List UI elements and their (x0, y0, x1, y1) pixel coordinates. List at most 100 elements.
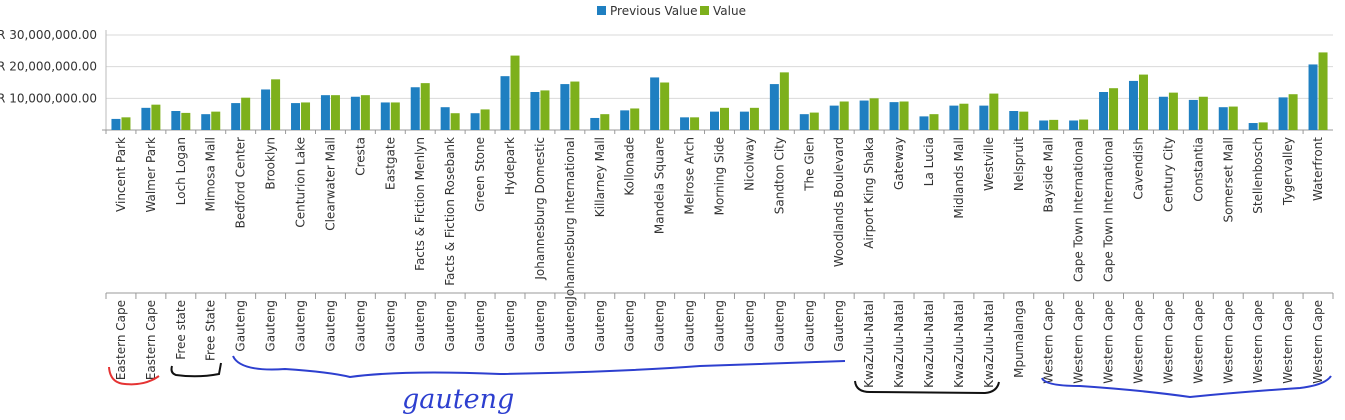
bar-value-21 (749, 107, 759, 130)
x-category-label: Airport King Shaka (862, 137, 876, 249)
bar-value-23 (809, 112, 819, 130)
bar-previous-value-33 (1099, 92, 1109, 130)
bar-value-22 (779, 72, 789, 130)
bar-previous-value-18 (650, 77, 660, 130)
x-group-label: KwaZulu-Natal (952, 300, 966, 388)
x-category-label: Vincent Park (114, 137, 128, 212)
handwritten-annotations: gauteng (108, 355, 1332, 415)
x-category-label: Westville (982, 137, 996, 191)
bar-value-0 (121, 117, 131, 130)
bar-previous-value-9 (380, 102, 390, 130)
x-group-label: Western Cape (1131, 300, 1145, 384)
bar-value-17 (630, 108, 640, 130)
bar-previous-value-35 (1158, 96, 1168, 130)
x-category-label: Loch Logan (174, 137, 188, 205)
bar-value-4 (241, 97, 251, 130)
bar-previous-value-27 (919, 116, 929, 130)
x-group-label: Western Cape (1191, 300, 1205, 384)
x-group-label: Gauteng (623, 300, 637, 352)
x-category-label: Tygervalley (1281, 137, 1295, 206)
bars (111, 52, 1328, 131)
bar-previous-value-38 (1248, 123, 1258, 130)
x-group-label: Gauteng (413, 300, 427, 352)
x-category-label: Facts & Fiction Menlyn (413, 137, 427, 271)
x-group-label: Gauteng (802, 300, 816, 352)
bar-value-18 (660, 82, 670, 130)
bar-previous-value-32 (1069, 120, 1079, 130)
bar-value-11 (450, 113, 460, 130)
bar-previous-value-30 (1009, 111, 1019, 130)
x-group-label: Gauteng (563, 300, 577, 352)
bar-value-8 (360, 95, 370, 130)
bar-value-15 (570, 81, 580, 130)
annotation-handwritten-text: gauteng (402, 384, 514, 415)
x-group-label: Gauteng (832, 300, 846, 352)
bar-previous-value-36 (1188, 99, 1198, 130)
bar-previous-value-34 (1128, 80, 1138, 130)
x-group-label: Western Cape (1311, 300, 1325, 384)
x-category-label: Centurion Lake (294, 137, 308, 228)
x-group-label: Gauteng (443, 300, 457, 352)
x-group-label: Gauteng (713, 300, 727, 352)
bar-value-16 (600, 114, 610, 130)
x-category-label: Nelspruit (1012, 137, 1026, 191)
legend-label-1: Value (713, 4, 746, 18)
bar-previous-value-8 (350, 96, 360, 130)
bar-previous-value-6 (291, 103, 301, 130)
bar-previous-value-22 (769, 84, 779, 130)
bar-value-19 (690, 117, 700, 130)
bar-value-12 (480, 109, 490, 130)
bar-value-39 (1288, 94, 1298, 130)
bar-value-40 (1318, 52, 1328, 130)
bar-previous-value-15 (560, 84, 570, 130)
bar-previous-value-11 (440, 107, 450, 130)
bar-value-25 (869, 98, 879, 130)
x-group-label: Gauteng (593, 300, 607, 352)
bar-value-36 (1198, 96, 1208, 130)
bar-previous-value-24 (829, 105, 839, 130)
x-category-label: La Lucia (922, 137, 936, 186)
legend-swatch-1 (700, 6, 709, 15)
x-group-label: Gauteng (503, 300, 517, 352)
bar-value-35 (1168, 92, 1178, 130)
annotation-bracket-free-state (170, 362, 222, 378)
bar-value-31 (1049, 119, 1059, 130)
x-group-label: Western Cape (1042, 300, 1056, 384)
bar-previous-value-1 (141, 107, 151, 130)
bar-value-6 (301, 102, 311, 130)
x-group-label: Gauteng (353, 300, 367, 352)
x-group-label: Gauteng (264, 300, 278, 352)
y-tick-label: R 10,000,000.00 (0, 91, 97, 105)
x-category-label: Cresta (353, 137, 367, 176)
legend-swatch-0 (597, 6, 606, 15)
x-category-label: Johannesburg Domestic (533, 137, 547, 281)
x-group-label: Western Cape (1161, 300, 1175, 384)
y-tick-label: R 30,000,000.00 (0, 28, 97, 42)
x-category-label: Mandela Square (653, 137, 667, 234)
x-category-label: Waterfront (1311, 137, 1325, 201)
x-category-label: Midlands Mall (952, 137, 966, 219)
y-tick-label: R 20,000,000.00 (0, 60, 97, 74)
bar-value-7 (330, 95, 340, 130)
bar-previous-value-4 (231, 103, 241, 130)
bar-previous-value-23 (799, 114, 809, 130)
x-category-label: The Glen (802, 137, 816, 192)
x-category-label: Mimosa Mall (204, 137, 218, 212)
x-category-label: Kollonade (623, 137, 637, 196)
bar-previous-value-13 (500, 76, 510, 130)
x-group-label: Gauteng (772, 300, 786, 352)
bar-previous-value-40 (1308, 64, 1318, 130)
x-category-label: Sandton City (772, 137, 786, 214)
bar-previous-value-10 (410, 87, 420, 130)
bar-value-30 (1019, 111, 1029, 130)
x-axis-groups: Eastern Cape Eastern Cape Free state Free S… (105, 292, 1334, 388)
x-group-label: Gauteng (383, 300, 397, 352)
bar-value-13 (510, 55, 520, 131)
x-category-label: Clearwater Mall (323, 137, 337, 231)
bar-previous-value-19 (680, 117, 690, 130)
y-axis: R 10,000,000.00 R 20,000,000.00 R 30,000,0… (0, 28, 97, 105)
x-category-label: Johannesburg International (563, 137, 577, 301)
bar-value-10 (420, 83, 430, 130)
x-category-label: Century City (1161, 137, 1175, 212)
